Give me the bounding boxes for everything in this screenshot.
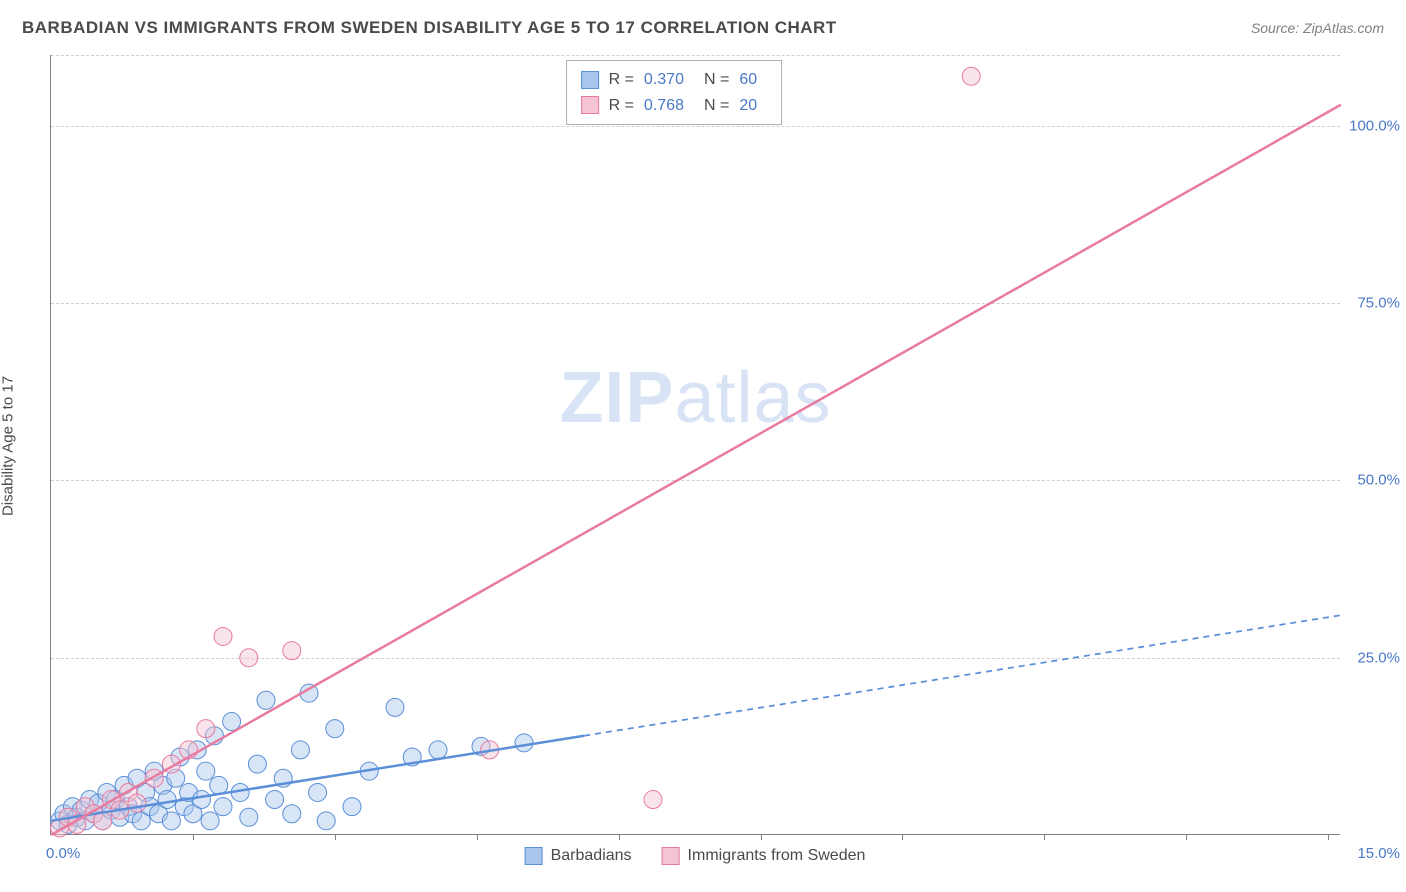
scatter-point <box>214 798 232 816</box>
series-swatch <box>581 96 599 114</box>
scatter-point <box>343 798 361 816</box>
x-tick <box>193 834 194 840</box>
scatter-point <box>283 642 301 660</box>
legend-swatch <box>525 847 543 865</box>
regression-line-extrapolated <box>584 615 1341 736</box>
stat-n-label: N = <box>704 93 729 119</box>
scatter-point <box>515 734 533 752</box>
scatter-point <box>197 720 215 738</box>
y-tick-label: 100.0% <box>1349 117 1400 134</box>
stat-n-value: 20 <box>739 93 757 119</box>
scatter-point <box>266 791 284 809</box>
plot-svg <box>51 55 1340 834</box>
scatter-point <box>291 741 309 759</box>
legend-item: Barbadians <box>525 847 632 865</box>
scatter-point <box>201 812 219 830</box>
scatter-point <box>283 805 301 823</box>
scatter-point <box>158 791 176 809</box>
scatter-point <box>248 755 266 773</box>
x-tick <box>619 834 620 840</box>
scatter-point <box>128 794 146 812</box>
series-swatch <box>581 71 599 89</box>
x-tick <box>1186 834 1187 840</box>
scatter-point <box>644 791 662 809</box>
stat-r-label: R = <box>609 67 634 93</box>
chart-title: BARBADIAN VS IMMIGRANTS FROM SWEDEN DISA… <box>22 18 837 38</box>
x-tick <box>902 834 903 840</box>
y-tick-label: 75.0% <box>1357 295 1400 312</box>
stats-row: R = 0.370 N = 60 <box>581 67 768 93</box>
legend-bottom: Barbadians Immigrants from Sweden <box>525 847 866 865</box>
scatter-point <box>240 649 258 667</box>
scatter-point <box>193 791 211 809</box>
scatter-point <box>386 698 404 716</box>
source-attribution: Source: ZipAtlas.com <box>1251 20 1384 36</box>
legend-label: Barbadians <box>551 847 632 865</box>
x-tick <box>761 834 762 840</box>
scatter-point <box>214 627 232 645</box>
x-tick <box>1328 834 1329 840</box>
y-tick-label: 50.0% <box>1357 472 1400 489</box>
x-max-label: 15.0% <box>1357 845 1400 862</box>
scatter-point <box>210 776 228 794</box>
legend-label: Immigrants from Sweden <box>688 847 866 865</box>
x-origin-label: 0.0% <box>46 845 80 862</box>
scatter-point <box>309 783 327 801</box>
stats-legend-box: R = 0.370 N = 60 R = 0.768 N = 20 <box>566 60 783 125</box>
stat-r-label: R = <box>609 93 634 119</box>
y-axis-label: Disability Age 5 to 17 <box>0 376 17 516</box>
legend-swatch <box>662 847 680 865</box>
stat-r-value: 0.768 <box>644 93 684 119</box>
stat-n-label: N = <box>704 67 729 93</box>
scatter-point <box>240 808 258 826</box>
legend-item: Immigrants from Sweden <box>662 847 866 865</box>
stat-r-value: 0.370 <box>644 67 684 93</box>
scatter-point <box>257 691 275 709</box>
regression-line <box>51 105 1341 835</box>
scatter-point <box>162 812 180 830</box>
scatter-point <box>326 720 344 738</box>
x-tick <box>477 834 478 840</box>
plot-frame: ZIPatlas 25.0%50.0%75.0%100.0% R =0.370N… <box>50 55 1340 835</box>
scatter-point <box>429 741 447 759</box>
stats-row: R = 0.768 N = 20 <box>581 93 768 119</box>
scatter-point <box>197 762 215 780</box>
x-tick <box>1044 834 1045 840</box>
chart-area: ZIPatlas 25.0%50.0%75.0%100.0% R =0.370N… <box>50 55 1340 835</box>
y-tick-label: 25.0% <box>1357 649 1400 666</box>
stat-n-value: 60 <box>739 67 757 93</box>
x-tick <box>335 834 336 840</box>
scatter-point <box>317 812 335 830</box>
scatter-point <box>962 67 980 85</box>
